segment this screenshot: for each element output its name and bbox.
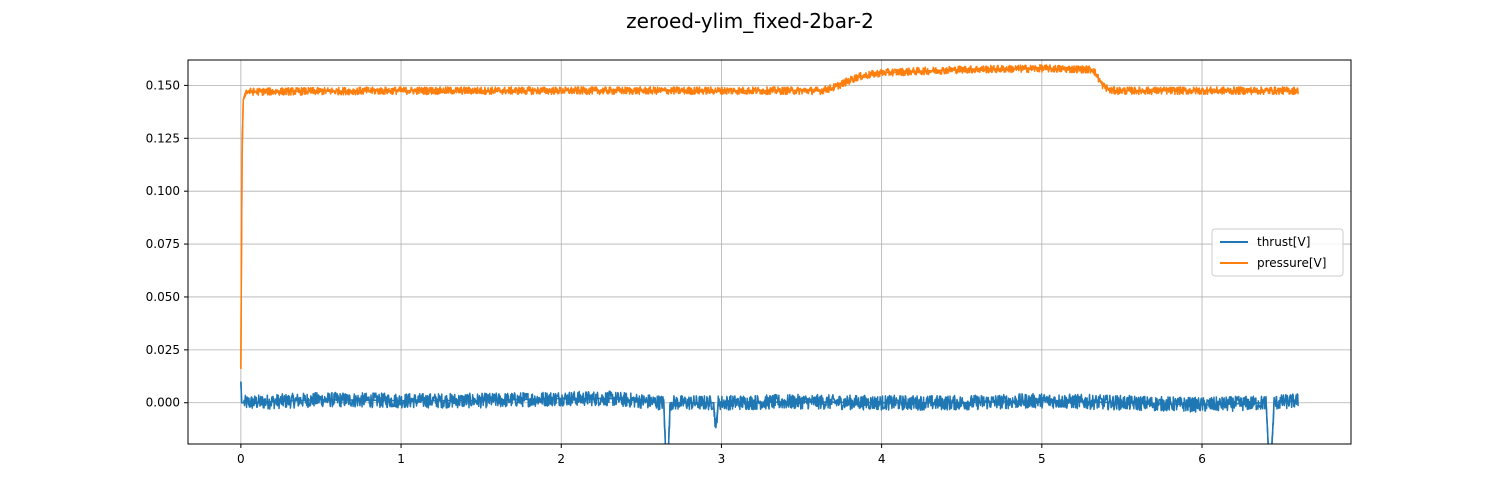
y-tick-label: 0.075	[146, 237, 180, 251]
y-tick-label: 0.050	[146, 290, 180, 304]
y-tick-label: 0.150	[146, 78, 180, 92]
x-axis: 0 1 2 3 4 5 6	[237, 444, 1206, 466]
legend-box	[1211, 228, 1344, 277]
y-axis: 0.000 0.025 0.050 0.075 0.100 0.125 0.150	[146, 78, 188, 410]
x-tick-label: 4	[878, 452, 886, 466]
chart-title: zeroed-ylim_fixed-2bar-2	[626, 9, 874, 33]
legend: thrust[V] pressure[V]	[1211, 228, 1344, 277]
series-spikes-thrust	[240, 381, 1299, 444]
y-tick-label: 0.000	[146, 396, 180, 410]
x-tick-label: 3	[718, 452, 726, 466]
series-layer	[240, 63, 1299, 444]
grid	[188, 60, 1351, 444]
x-tick-label: 6	[1198, 452, 1206, 466]
x-tick-label: 0	[237, 452, 245, 466]
y-tick-label: 0.100	[146, 184, 180, 198]
series-spikes-pressure	[240, 67, 1299, 369]
x-tick-label: 5	[1038, 452, 1046, 466]
series-line-pressure	[240, 63, 1299, 369]
x-tick-label: 2	[557, 452, 565, 466]
plot-frame	[187, 59, 1352, 445]
y-tick-label: 0.125	[146, 131, 180, 145]
legend-label: pressure[V]	[1257, 256, 1326, 270]
legend-label: thrust[V]	[1257, 235, 1310, 249]
y-tick-label: 0.025	[146, 343, 180, 357]
x-tick-label: 1	[397, 452, 405, 466]
